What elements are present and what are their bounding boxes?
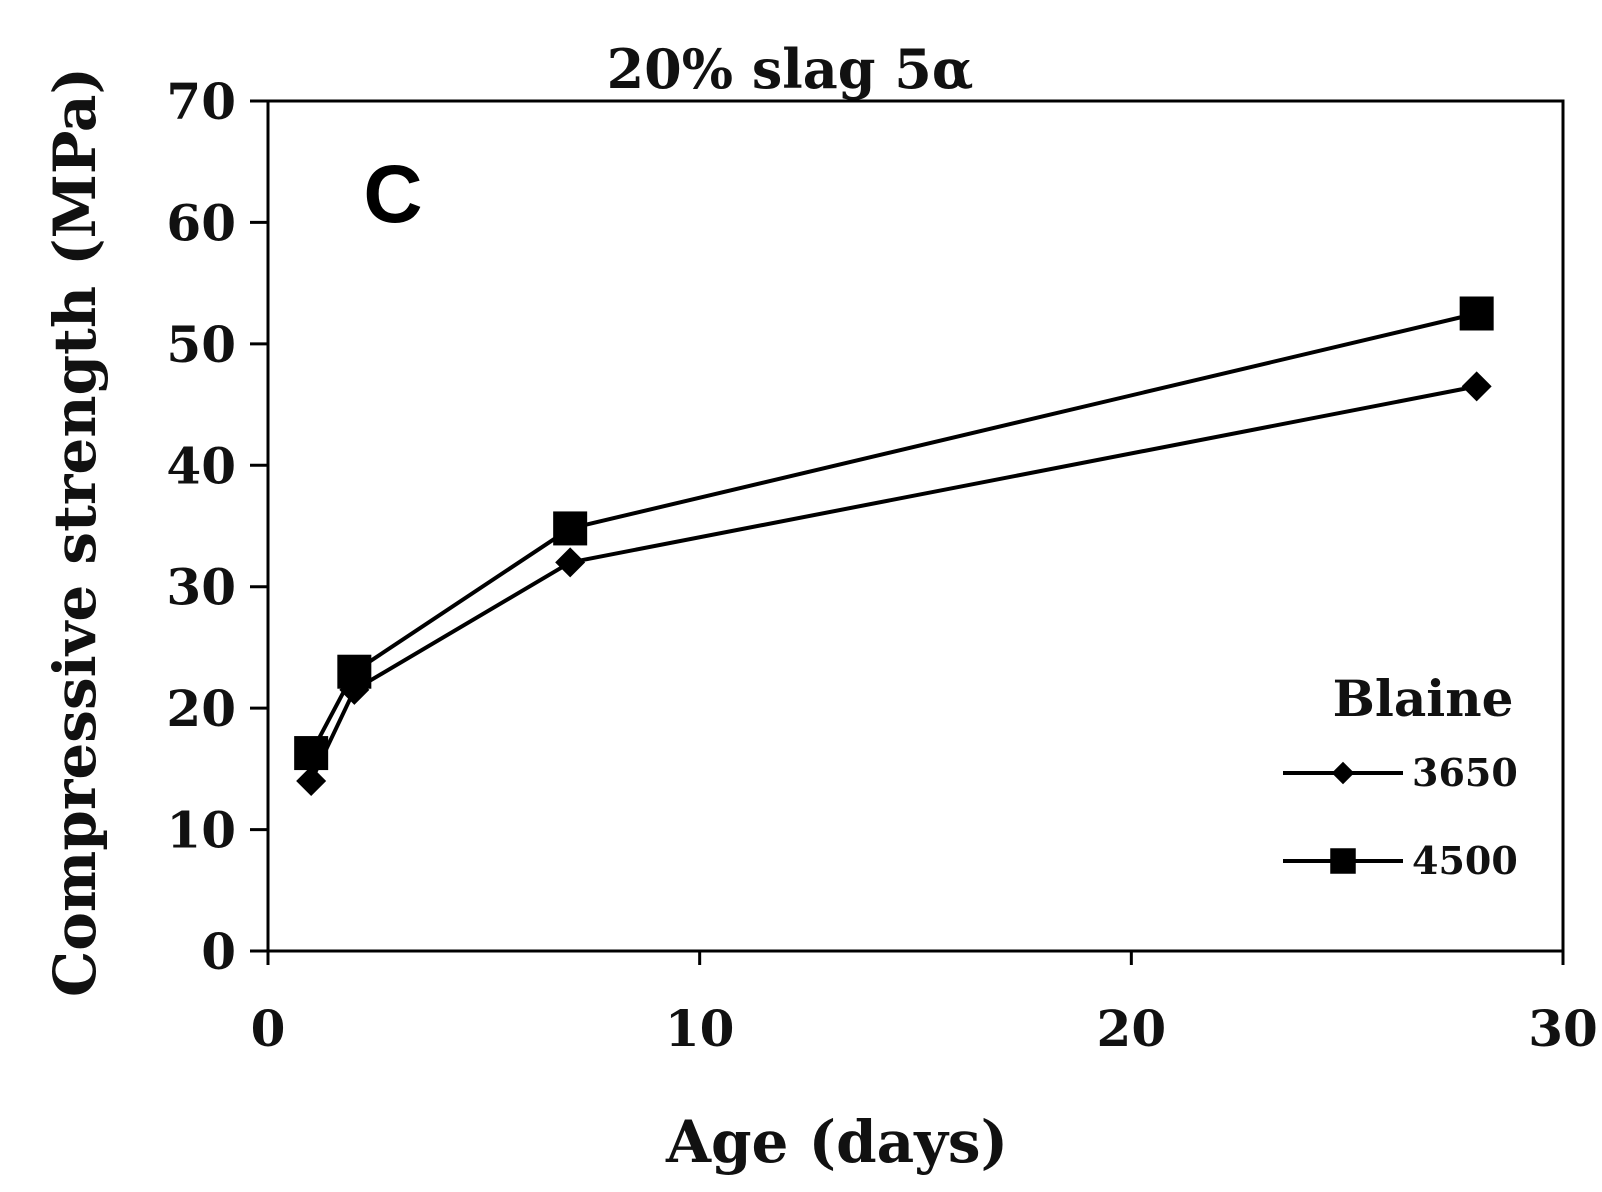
plot-area [266, 99, 1565, 953]
y-tick-label: 40 [166, 436, 236, 495]
legend-label-3650: 3650 [1412, 750, 1518, 795]
legend-marker-4500 [1330, 848, 1356, 874]
x-tick-label: 20 [1097, 999, 1167, 1058]
series-line-3650 [309, 384, 1478, 782]
x-tick-label: 10 [665, 999, 735, 1058]
data-point-3650 [296, 766, 327, 796]
y-tick-label: 0 [201, 922, 236, 981]
legend-title: Blaine [1333, 669, 1514, 728]
y-axis-label: Compressive strength (MPa) [41, 67, 109, 997]
data-point-4500 [294, 736, 329, 771]
series-3650 [296, 371, 1492, 796]
series-line-4500 [309, 311, 1478, 755]
x-tick-label: 0 [251, 999, 286, 1058]
panel-label: C [363, 149, 422, 240]
legend-marker-3650 [1331, 761, 1355, 785]
y-tick-label: 70 [166, 72, 236, 131]
chart-title: 20% slag 5α [607, 37, 974, 101]
y-tick-label: 20 [166, 679, 236, 738]
legend: Blaine 3650 4500 [1283, 669, 1518, 883]
legend-items: 3650 4500 [1283, 750, 1518, 883]
y-axis-ticks: 0 10 20 30 40 50 60 70 [166, 72, 268, 981]
data-point-3650 [555, 547, 586, 578]
y-tick-label: 10 [166, 801, 236, 860]
legend-item-4500: 4500 [1283, 838, 1518, 883]
y-tick-label: 60 [166, 193, 236, 252]
y-tick-label: 30 [166, 558, 236, 617]
data-point-4500 [553, 511, 588, 546]
data-point-4500 [1459, 296, 1494, 331]
x-axis-ticks: 0 10 20 30 [251, 951, 1598, 1058]
legend-label-4500: 4500 [1412, 838, 1518, 883]
data-point-3650 [1461, 371, 1492, 402]
data-point-4500 [337, 654, 372, 689]
x-axis-label: Age (days) [665, 1108, 1008, 1176]
x-tick-label: 30 [1528, 999, 1598, 1058]
series-4500 [294, 296, 1494, 771]
y-tick-label: 50 [166, 315, 236, 374]
series-layer [294, 296, 1494, 796]
legend-item-3650: 3650 [1283, 750, 1518, 795]
